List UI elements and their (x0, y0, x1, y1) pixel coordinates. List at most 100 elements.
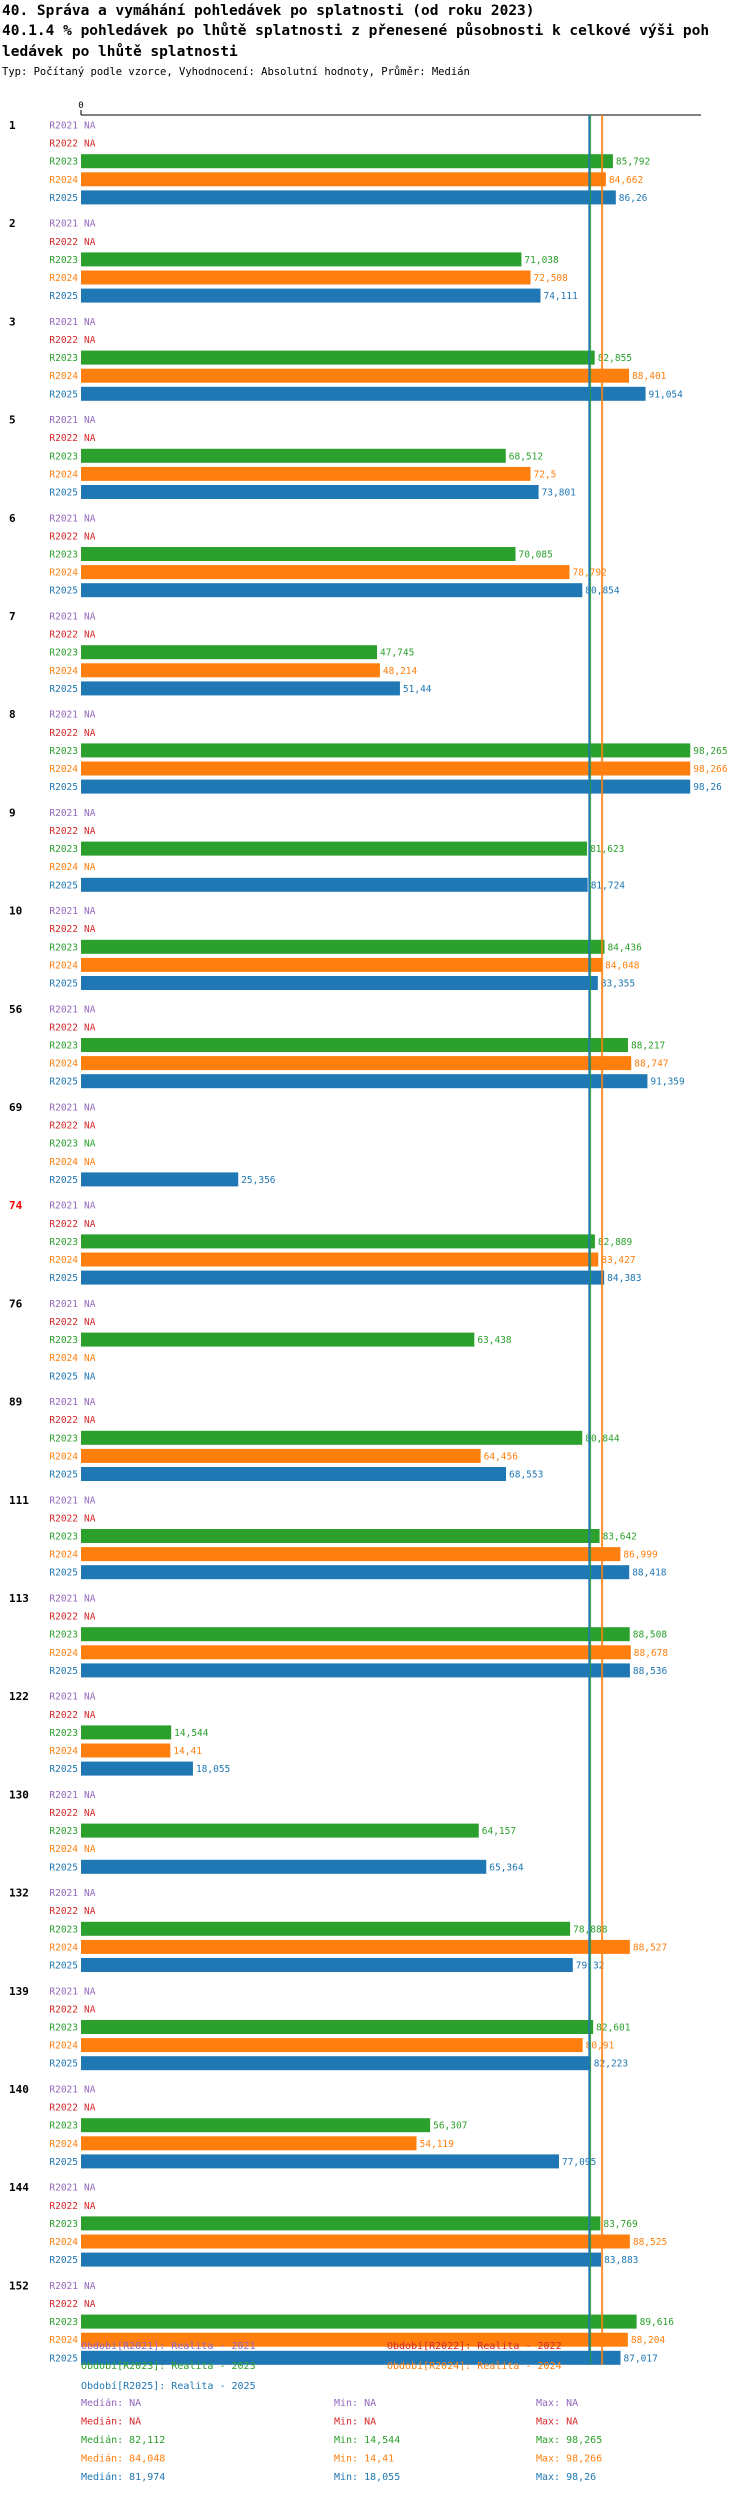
bar-value-label: 72,508 (534, 273, 569, 284)
bar-value-label: 84,048 (605, 960, 640, 971)
group-label: 5 (9, 414, 16, 427)
bar-value-label: 51,44 (403, 684, 432, 695)
bar-value-label: 88,536 (633, 1666, 668, 1677)
bar-r2024 (81, 1448, 481, 1463)
series-row-label: R2023 (49, 1237, 78, 1248)
series-row-label: R2024 (49, 2237, 78, 2248)
bar-r2025 (81, 386, 646, 401)
series-row-label: R2023 (49, 1728, 78, 1739)
bar-value-label: 88,418 (632, 1568, 667, 1579)
group-label: 111 (9, 1494, 29, 1507)
bar-value-label: NA (84, 1317, 96, 1328)
bar-r2025 (81, 2056, 591, 2071)
bar-value-label: NA (84, 1397, 96, 1408)
bar-value-label: 80,91 (586, 2041, 615, 2052)
series-row-label: R2023 (49, 942, 78, 953)
series-row-label: R2024 (49, 1844, 78, 1855)
stat-median: Medián: 84,048 (81, 2453, 165, 2465)
bar-value-label: 98,265 (693, 746, 727, 757)
bar-value-label: 54,119 (420, 2139, 455, 2150)
legend-entry-r2024: Období[R2024]: Realita - 2024 (387, 2360, 562, 2372)
bar-value-label: 74,111 (543, 291, 578, 302)
bar-value-label: 14,544 (174, 1728, 209, 1739)
bar-value-label: NA (84, 2103, 96, 2114)
series-row-label: R2023 (49, 2121, 78, 2132)
bar-r2024 (81, 466, 531, 481)
bar-r2023 (81, 2020, 594, 2034)
series-row-label: R2023 (49, 1139, 78, 1150)
series-row-label: R2024 (49, 1746, 78, 1757)
series-row-label: R2025 (49, 389, 78, 400)
bar-value-label: NA (84, 139, 96, 150)
series-row-label: R2021 (49, 415, 78, 426)
series-row-label: R2021 (49, 1986, 78, 1997)
series-row-label: R2025 (49, 2353, 78, 2364)
series-row-label: R2024 (49, 960, 78, 971)
bar-r2025 (81, 1663, 630, 1678)
group-label: 152 (9, 2279, 29, 2292)
series-row-label: R2024 (49, 862, 78, 873)
series-row-label: R2021 (49, 219, 78, 230)
series-row-label: R2025 (49, 1175, 78, 1186)
series-row-label: R2021 (49, 1397, 78, 1408)
bar-value-label: NA (84, 1371, 96, 1382)
series-row-label: R2023 (49, 844, 78, 855)
x-axis-tick-label-zero: 0 (78, 101, 83, 111)
group-label: 132 (9, 1887, 29, 1900)
bar-value-label: NA (84, 219, 96, 230)
bar-value-label: 89,616 (640, 2317, 675, 2328)
series-row-label: R2024 (49, 2335, 78, 2346)
series-row-label: R2024 (49, 568, 78, 579)
series-row-label: R2025 (49, 2255, 78, 2266)
bar-r2025 (81, 1074, 648, 1089)
bar-value-label: 48,214 (383, 666, 418, 677)
series-row-label: R2021 (49, 612, 78, 623)
bar-r2024 (81, 2136, 417, 2151)
bar-value-label: NA (84, 2281, 96, 2292)
stat-max: Max: 98,265 (536, 2435, 602, 2446)
bar-value-label: NA (84, 862, 96, 873)
bar-r2025 (81, 1467, 507, 1481)
series-row-label: R2021 (49, 1299, 78, 1310)
bar-value-label: 70,085 (519, 550, 553, 561)
bar-value-label: NA (84, 1844, 96, 1855)
bar-value-label: 82,223 (594, 2059, 628, 2070)
bar-value-label: NA (84, 2085, 96, 2096)
bar-r2023 (81, 841, 588, 856)
bar-r2024 (81, 1939, 630, 1954)
group-label: 7 (9, 610, 16, 623)
bar-value-label: 83,769 (603, 2219, 638, 2230)
bar-r2025 (81, 583, 583, 598)
bar-r2025 (81, 190, 616, 205)
series-row-label: R2022 (49, 1808, 78, 1819)
series-row-label: R2023 (49, 2023, 78, 2034)
series-row-label: R2025 (49, 1666, 78, 1677)
bar-value-label: NA (84, 433, 96, 444)
series-row-label: R2025 (49, 488, 78, 499)
bar-r2025 (81, 1565, 630, 1580)
series-row-label: R2025 (49, 291, 78, 302)
legend-entry-r2025: Období[R2025]: Realita - 2025 (81, 2380, 256, 2392)
bar-value-label: 88,508 (633, 1630, 668, 1641)
bar-value-label: NA (84, 1201, 96, 1212)
bar-value-label: 98,266 (693, 764, 728, 775)
group-label: 3 (9, 315, 16, 328)
legend-entry-r2021: Období[R2021]: Realita - 2021 (81, 2340, 256, 2352)
bar-r2025 (81, 877, 588, 892)
bar-r2024 (81, 368, 630, 383)
series-row-label: R2025 (49, 1273, 78, 1284)
series-row-label: R2022 (49, 1121, 78, 1132)
bar-value-label: 88,525 (633, 2237, 667, 2248)
bar-r2024 (81, 270, 531, 285)
bar-r2023 (81, 1038, 628, 1052)
bar-r2023 (81, 1430, 583, 1445)
series-row-label: R2025 (49, 979, 78, 990)
group-label: 130 (9, 1788, 29, 1801)
bar-value-label: NA (84, 1790, 96, 1801)
bar-value-label: 88,678 (634, 1648, 669, 1659)
group-label: 122 (9, 1690, 29, 1703)
stat-max: Max: 98,26 (536, 2472, 596, 2483)
bar-r2023 (81, 2216, 601, 2231)
series-row-label: R2022 (49, 1612, 78, 1623)
series-row-label: R2022 (49, 2103, 78, 2114)
